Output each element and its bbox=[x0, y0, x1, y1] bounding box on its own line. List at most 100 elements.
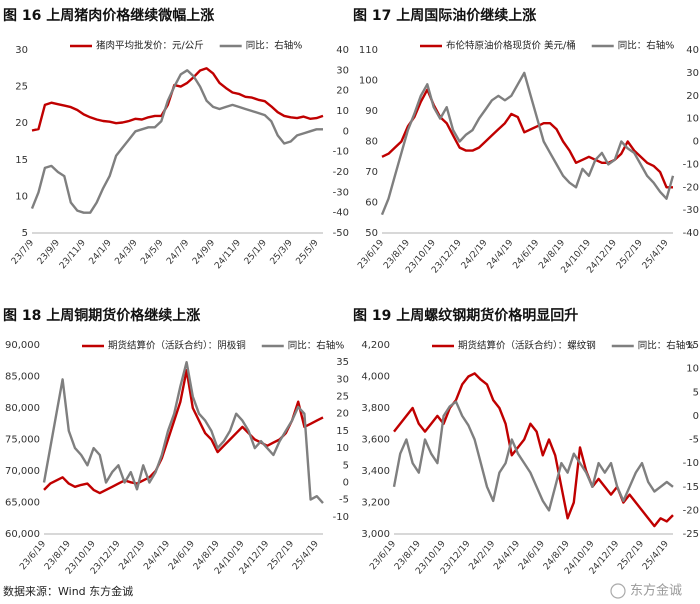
y-tick-label: 80 bbox=[365, 137, 378, 148]
y2-tick-label: 10 bbox=[336, 106, 349, 117]
y-tick-label: 90,000 bbox=[5, 340, 40, 351]
x-tick-label: 24/3/9 bbox=[113, 238, 139, 267]
y-tick-label: 70,000 bbox=[5, 466, 40, 477]
y-tick-label: 3,800 bbox=[361, 403, 390, 414]
y-tick-label: 3,600 bbox=[361, 435, 390, 446]
y2-tick-label: 20 bbox=[336, 86, 349, 97]
series-line bbox=[30, 69, 323, 214]
y2-tick-label: -10 bbox=[333, 512, 349, 523]
y2-tick-label: 20 bbox=[686, 91, 699, 102]
y2-tick-label: -40 bbox=[683, 228, 699, 239]
legend-label: 期货结算价（活跃合约）：阴极铜 bbox=[108, 340, 246, 352]
x-tick-label: 25/1/9 bbox=[243, 238, 269, 267]
y2-tick-label: 30 bbox=[336, 65, 349, 76]
y2-tick-label: 5 bbox=[343, 460, 349, 471]
y2-tick-label: -20 bbox=[683, 505, 699, 516]
x-tick-label: 24/4/19 bbox=[486, 238, 516, 271]
y2-tick-label: 15 bbox=[336, 426, 349, 437]
series-line bbox=[42, 361, 324, 504]
series-line bbox=[43, 369, 324, 495]
y-tick-label: 10 bbox=[15, 191, 28, 202]
source-note: 数据来源：Wind 东方金诚 bbox=[3, 584, 133, 598]
y2-tick-label: 0 bbox=[343, 126, 349, 137]
y-tick-label: 30 bbox=[15, 45, 28, 56]
x-tick-label: 24/9/9 bbox=[191, 238, 217, 267]
y2-tick-label: 30 bbox=[336, 374, 349, 385]
y2-tick-label: 10 bbox=[686, 364, 699, 375]
x-tick-label: 25/4/19 bbox=[641, 238, 671, 271]
y2-tick-label: 15 bbox=[686, 340, 699, 351]
legend-label: 布伦特原油价格现货价 美元/桶 bbox=[446, 40, 576, 52]
x-tick-label: 23/7/9 bbox=[10, 238, 36, 267]
y2-tick-label: -10 bbox=[333, 147, 349, 158]
x-tick-label: 23/9/9 bbox=[36, 238, 62, 267]
y2-tick-label: -40 bbox=[333, 208, 349, 219]
y2-tick-label: -20 bbox=[333, 167, 349, 178]
x-tick-label: 25/2/19 bbox=[615, 238, 645, 271]
y-tick-label: 70 bbox=[365, 167, 378, 178]
y2-tick-label: -15 bbox=[683, 482, 699, 493]
series-line bbox=[31, 67, 324, 132]
chart-title: 图 17 上周国际油价继续上涨 bbox=[353, 7, 536, 24]
x-tick-label: 24/6/19 bbox=[511, 238, 541, 271]
y-tick-label: 15 bbox=[15, 155, 28, 166]
legend-label: 猪肉平均批发价：元/公斤 bbox=[96, 40, 204, 52]
legend-label: 同比：右轴% bbox=[246, 40, 303, 52]
x-tick-label: 23/11/9 bbox=[58, 238, 88, 271]
y-tick-label: 25 bbox=[15, 82, 28, 93]
y-tick-label: 20 bbox=[15, 118, 28, 129]
legend-label: 同比：右轴% bbox=[288, 340, 345, 352]
legend-label: 同比：右轴% bbox=[638, 340, 695, 352]
chart-title: 图 16 上周猪肉价格继续微幅上涨 bbox=[3, 7, 214, 24]
x-tick-label: 24/2/19 bbox=[460, 238, 490, 271]
y-tick-label: 60 bbox=[365, 198, 378, 209]
legend-label: 期货结算价（活跃合约）：螺纹钢 bbox=[458, 340, 596, 352]
y2-tick-label: 20 bbox=[336, 409, 349, 420]
y2-tick-label: 40 bbox=[686, 45, 699, 56]
series-line bbox=[380, 71, 675, 216]
y2-tick-label: 5 bbox=[693, 387, 699, 398]
x-tick-label: 25/3/9 bbox=[269, 238, 295, 267]
y2-tick-label: 0 bbox=[693, 137, 699, 148]
y-tick-label: 75,000 bbox=[5, 435, 40, 446]
y-tick-label: 5 bbox=[22, 228, 28, 239]
x-tick-label: 25/4/19 bbox=[291, 539, 321, 572]
y2-tick-label: 10 bbox=[336, 443, 349, 454]
watermark: 东方金诚 bbox=[630, 583, 682, 599]
x-tick-label: 25/4/19 bbox=[641, 539, 671, 572]
y-tick-label: 110 bbox=[359, 45, 378, 56]
y-tick-label: 60,000 bbox=[5, 529, 40, 540]
y2-tick-label: 35 bbox=[336, 357, 349, 368]
x-tick-label: 25/5/9 bbox=[294, 238, 320, 267]
y2-tick-label: 0 bbox=[693, 411, 699, 422]
chart-title: 图 18 上周铜期货价格继续上涨 bbox=[3, 307, 200, 324]
y2-tick-label: -20 bbox=[683, 182, 699, 193]
x-tick-label: 24/1/9 bbox=[88, 238, 114, 267]
watermark-icon bbox=[610, 583, 626, 599]
x-tick-label: 23/6/19 bbox=[356, 238, 386, 271]
y-tick-label: 3,400 bbox=[361, 466, 390, 477]
y-tick-label: 4,200 bbox=[361, 340, 390, 351]
y2-tick-label: -50 bbox=[333, 228, 349, 239]
y2-tick-label: -10 bbox=[683, 458, 699, 469]
y-tick-label: 90 bbox=[365, 106, 378, 117]
y-tick-label: 3,200 bbox=[361, 498, 390, 509]
series-line bbox=[381, 88, 673, 189]
y2-tick-label: 30 bbox=[686, 68, 699, 79]
x-tick-label: 24/7/9 bbox=[165, 238, 191, 267]
y2-tick-label: -30 bbox=[683, 205, 699, 216]
chart-title: 图 19 上周螺纹钢期货价格明显回升 bbox=[353, 307, 578, 324]
y2-tick-label: 0 bbox=[343, 477, 349, 488]
y-tick-label: 85,000 bbox=[5, 372, 40, 383]
y2-tick-label: 25 bbox=[336, 392, 349, 403]
y2-tick-label: -5 bbox=[689, 435, 699, 446]
series-line bbox=[392, 400, 674, 512]
y2-tick-label: -25 bbox=[683, 529, 699, 540]
y2-tick-label: 10 bbox=[686, 114, 699, 125]
y-tick-label: 50 bbox=[365, 228, 378, 239]
series-line bbox=[393, 372, 674, 528]
y2-tick-label: -30 bbox=[333, 187, 349, 198]
y2-tick-label: 40 bbox=[336, 45, 349, 56]
x-tick-label: 24/11/9 bbox=[213, 238, 243, 271]
